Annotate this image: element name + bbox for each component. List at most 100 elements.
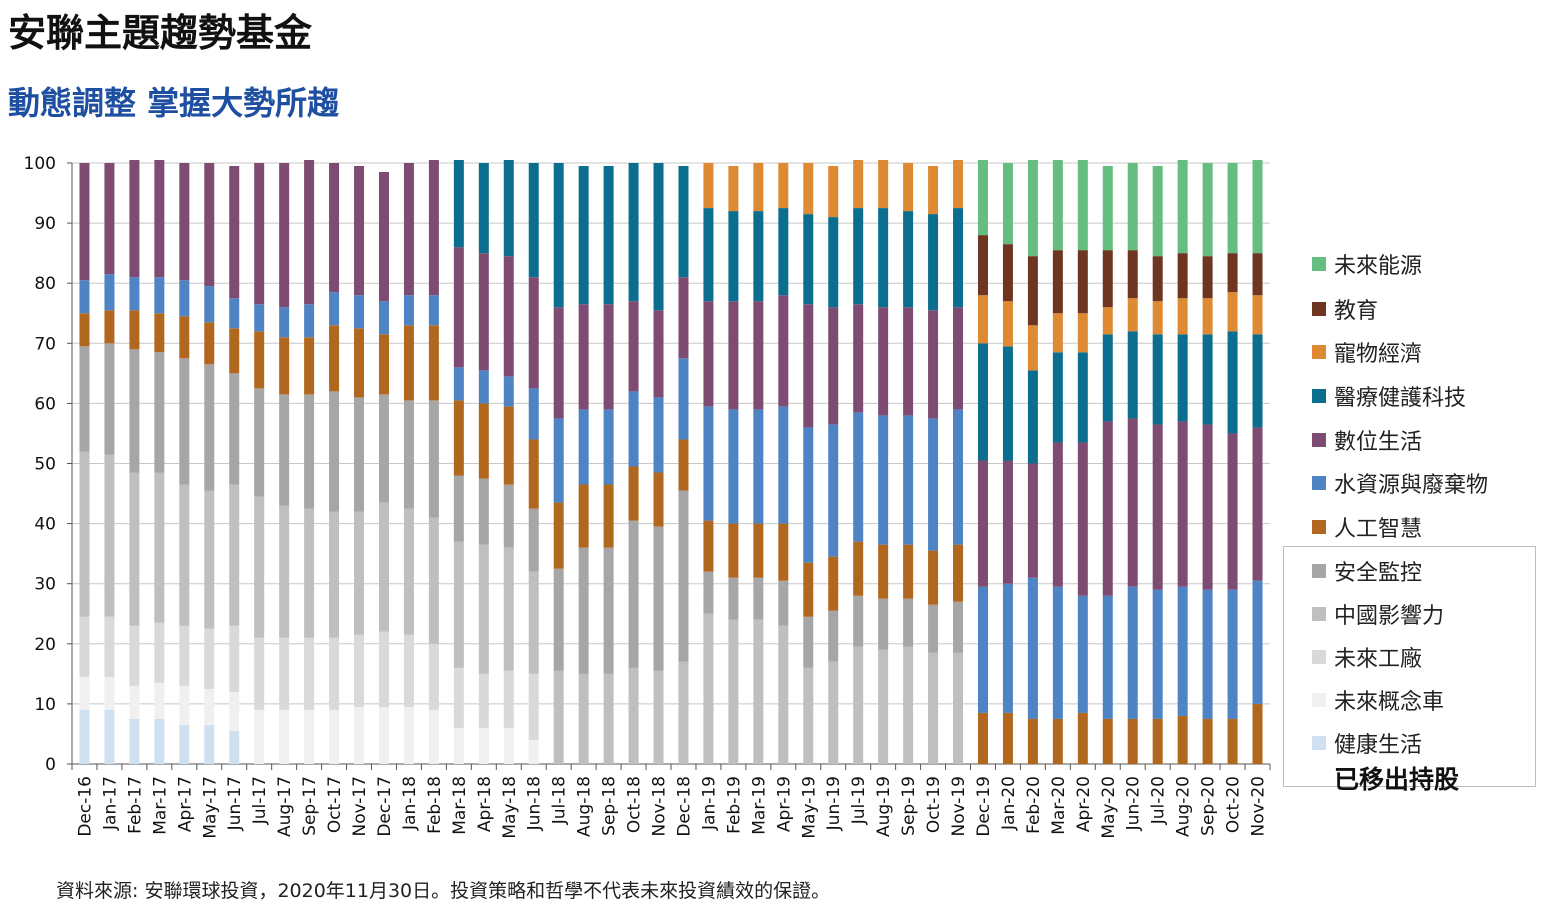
- bar-segment: [254, 709, 265, 764]
- bar-segment: [1177, 715, 1188, 764]
- bar-segment: [778, 625, 789, 764]
- bar-segment: [1027, 325, 1038, 371]
- y-tick-label: 80: [34, 274, 56, 294]
- bar-segment: [853, 208, 864, 305]
- bar-segment: [1202, 334, 1213, 425]
- bar-segment: [378, 301, 389, 335]
- bar-segment: [403, 400, 414, 509]
- bar-segment: [104, 616, 115, 677]
- bar-segment: [179, 163, 190, 281]
- bar-segment: [154, 277, 165, 314]
- bar-segment: [678, 439, 689, 491]
- legend-label: 寵物經濟: [1334, 342, 1423, 367]
- bar-segment: [953, 601, 964, 653]
- x-tick-label: Jan-19: [699, 776, 719, 831]
- bar-segment: [928, 652, 939, 764]
- bar-segment: [828, 556, 839, 611]
- bar-segment: [1052, 718, 1063, 764]
- bar-segment: [578, 304, 589, 410]
- bar-segment: [553, 418, 564, 503]
- bar-segment: [1027, 577, 1038, 719]
- bar-segment: [578, 547, 589, 674]
- bar-segment: [903, 598, 914, 647]
- bar-segment: [1152, 589, 1163, 719]
- x-tick-label: Jul-20: [1149, 776, 1169, 825]
- bar-segment: [1202, 163, 1213, 257]
- bar-segment: [977, 295, 988, 344]
- bar-segment: [1077, 442, 1088, 596]
- bar-segment: [79, 709, 90, 764]
- bar-segment: [229, 691, 240, 731]
- bar-segment: [578, 409, 589, 485]
- bar-segment: [304, 304, 315, 338]
- bar-segment: [1152, 256, 1163, 302]
- bar-segment: [403, 163, 414, 296]
- x-tick-label: Dec-18: [674, 776, 694, 837]
- bar-segment: [279, 505, 290, 638]
- bar-segment: [603, 484, 614, 548]
- bar-segment: [129, 718, 140, 764]
- x-tick-label: Oct-18: [625, 776, 645, 833]
- bar-segment: [329, 325, 340, 392]
- x-tick-label: May-17: [200, 776, 220, 839]
- bar-segment: [104, 163, 115, 275]
- bar-segment: [204, 286, 215, 323]
- bar-segment: [1027, 256, 1038, 326]
- bar-segment: [628, 667, 639, 764]
- x-tick-label: Nov-20: [1249, 776, 1269, 837]
- bar-segment: [79, 280, 90, 314]
- bar-segment: [478, 253, 489, 371]
- bar-segment: [1127, 163, 1138, 251]
- bar-segment: [653, 163, 664, 311]
- bar-segment: [953, 307, 964, 410]
- bar-segment: [1002, 712, 1013, 764]
- bar-segment: [1202, 589, 1213, 719]
- y-tick-label: 100: [24, 154, 56, 174]
- bar-segment: [378, 172, 389, 302]
- bar-segment: [1227, 163, 1238, 254]
- bar-segment: [453, 475, 464, 542]
- bar-segment: [403, 325, 414, 401]
- bar-segment: [304, 337, 315, 395]
- x-tick-label: Aug-19: [874, 776, 894, 837]
- legend-label: 未來能源: [1334, 254, 1423, 279]
- bar-segment: [1027, 463, 1038, 578]
- bar-segment: [478, 478, 489, 545]
- y-tick-label: 90: [34, 214, 56, 234]
- bar-segment: [753, 211, 764, 302]
- bar-segment: [79, 313, 90, 347]
- bar-segment: [254, 637, 265, 710]
- bar-segment: [1152, 301, 1163, 335]
- bar-segment: [1227, 292, 1238, 332]
- bar-segment: [1052, 586, 1063, 719]
- y-tick-label: 30: [34, 575, 56, 595]
- bar-segment: [204, 724, 215, 764]
- bar-segment: [528, 571, 539, 674]
- bar-segment: [104, 676, 115, 710]
- bar-segment: [503, 406, 514, 485]
- bar-segment: [478, 163, 489, 254]
- bar-segment: [329, 709, 340, 764]
- x-tick-label: Feb-18: [425, 776, 445, 834]
- bar-segment: [453, 159, 464, 248]
- bar-segment: [204, 322, 215, 365]
- bar-segment: [1077, 352, 1088, 443]
- bar-segment: [403, 508, 414, 635]
- bar-segment: [1252, 253, 1263, 296]
- x-tick-label: Nov-18: [650, 776, 670, 837]
- bar-segment: [1177, 421, 1188, 587]
- bar-segment: [628, 163, 639, 302]
- bar-segment: [279, 163, 290, 308]
- bar-segment: [553, 568, 564, 671]
- bar-segment: [678, 661, 689, 764]
- legend-swatch: [1312, 345, 1326, 359]
- bar-segment: [1227, 253, 1238, 293]
- bar-segment: [703, 571, 714, 614]
- bar-segment: [878, 307, 889, 416]
- bar-segment: [853, 595, 864, 647]
- bar-segment: [104, 343, 115, 455]
- bar-segment: [1002, 244, 1013, 302]
- bar-segment: [928, 310, 939, 419]
- bar-segment: [453, 400, 464, 476]
- legend-item: 未來能源: [1312, 248, 1542, 279]
